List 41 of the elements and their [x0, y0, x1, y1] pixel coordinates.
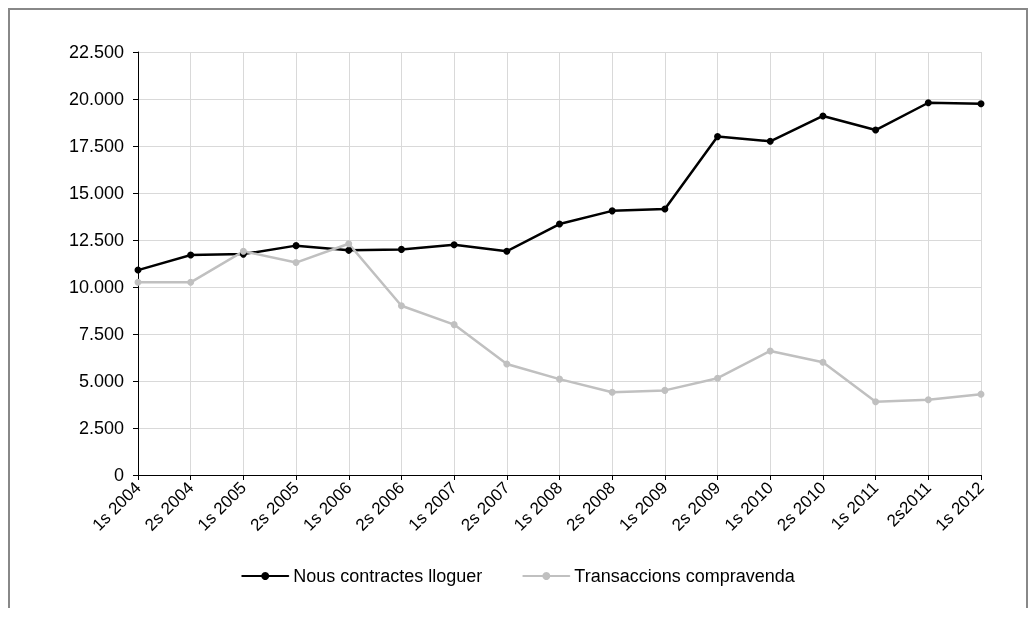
- point: [187, 251, 195, 259]
- point: [872, 398, 880, 406]
- point: [345, 240, 353, 248]
- y-tick-label: 17.500: [68, 136, 124, 156]
- y-tick-label: 10.000: [68, 277, 124, 297]
- y-tick-label: 22.500: [68, 42, 124, 62]
- point: [292, 242, 300, 250]
- point: [450, 241, 458, 249]
- point: [556, 375, 563, 383]
- point: [661, 205, 669, 213]
- point: [661, 386, 669, 394]
- point: [556, 220, 563, 228]
- point: [503, 360, 511, 368]
- y-tick-label: 20.000: [68, 89, 124, 109]
- y-tick-label: 5.000: [78, 371, 124, 391]
- point: [924, 396, 932, 404]
- point: [977, 100, 985, 108]
- point: [450, 321, 458, 329]
- point: [397, 302, 405, 310]
- point: [292, 259, 300, 267]
- point: [714, 374, 722, 382]
- point: [766, 347, 774, 355]
- y-tick-label: 15.000: [68, 183, 124, 203]
- point: [608, 388, 616, 396]
- point: [819, 358, 827, 366]
- point: [714, 133, 722, 141]
- point: [345, 246, 353, 254]
- point: [134, 278, 142, 286]
- y-tick-label: 7.500: [78, 324, 124, 344]
- point: [187, 278, 195, 286]
- legend-label: Transaccions compravenda: [574, 566, 796, 586]
- point: [397, 245, 405, 253]
- point: [608, 207, 616, 215]
- point: [924, 99, 932, 107]
- point: [766, 137, 774, 145]
- point: [503, 247, 511, 255]
- y-tick-label: 0: [113, 465, 124, 485]
- y-tick-label: 12.500: [68, 230, 124, 250]
- legend-label: Nous contractes lloguer: [293, 566, 483, 586]
- y-tick-label: 2.500: [78, 418, 124, 438]
- point: [872, 126, 880, 134]
